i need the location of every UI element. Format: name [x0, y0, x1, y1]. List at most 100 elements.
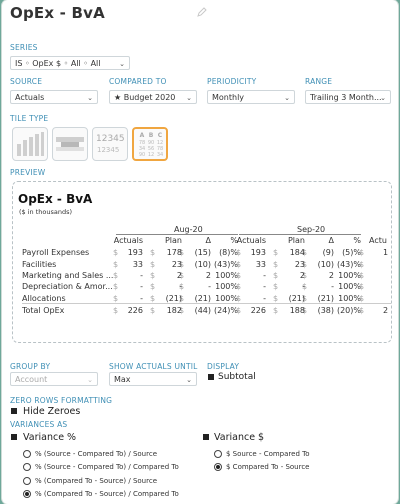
currency-symbol: $: [273, 260, 279, 269]
numbers-bottom: 12345: [97, 146, 120, 154]
source-value: Actuals: [15, 93, 45, 102]
column-header: Plan: [287, 236, 305, 245]
periodicity-value: Monthly: [212, 93, 245, 102]
row-value: 226: [250, 306, 266, 315]
preview-title: OpEx - BvA: [18, 192, 93, 206]
row-value: -: [263, 282, 266, 291]
row-label: Allocations: [22, 294, 66, 303]
waterfall-chart-icon: [56, 137, 84, 151]
row-value: 193: [250, 248, 266, 257]
row-value: 23: [171, 260, 182, 269]
row-label: Depreciation & Amor...: [22, 282, 113, 291]
currency-symbol: $: [359, 306, 365, 315]
compared-to-select[interactable]: ★ Budget 2020 ⌄: [109, 90, 197, 104]
variance-pct-option-label: % (Source - Compared To) / Compared To: [35, 463, 179, 471]
tile-type-bar-chart[interactable]: [12, 127, 48, 161]
range-label: RANGE: [305, 77, 333, 86]
series-select[interactable]: IS ◦ OpEx $ ◦ All ◦ All ⌄: [10, 56, 130, 70]
tile-type-numbers[interactable]: 12345 12345: [92, 127, 128, 161]
column-header: %: [230, 236, 238, 245]
variance-dollar-option-label: $ Source - Compared To: [226, 450, 310, 458]
column-header: %: [353, 236, 361, 245]
currency-symbol: $: [150, 271, 156, 280]
preview-subtitle: ($ in thousands): [19, 208, 73, 216]
pencil-icon[interactable]: [196, 6, 208, 18]
group-by-value: Account: [15, 375, 48, 384]
numbers-top: 12345: [96, 134, 125, 144]
currency-symbol: $: [150, 248, 156, 257]
variance-pct-checkbox[interactable]: [11, 434, 17, 440]
table-tile-header: A: [140, 132, 145, 139]
range-select[interactable]: Trailing 3 Month... ⌄: [305, 90, 391, 104]
show-actuals-until-label: SHOW ACTUALS UNTIL: [109, 362, 198, 371]
currency-symbol: $: [273, 294, 279, 303]
row-value: 100%: [338, 282, 361, 291]
row-value: (21): [194, 294, 211, 303]
variance-pct-radio[interactable]: [23, 477, 31, 485]
row-value: 100%: [215, 282, 238, 291]
currency-symbol: $: [273, 248, 279, 257]
row-value: (43)%: [336, 260, 361, 269]
currency-symbol: $: [113, 260, 119, 269]
row-value: 2: [328, 271, 334, 280]
hide-zeroes-checkbox[interactable]: [11, 408, 17, 414]
tile-type-label: TILE TYPE: [10, 114, 49, 123]
variance-dollar-label: Variance $: [214, 432, 265, 443]
row-value: (5)%: [342, 248, 361, 257]
table-tile-cell: 34: [157, 152, 163, 158]
series-value: IS ◦ OpEx $ ◦ All ◦ All: [15, 59, 101, 68]
row-label: Marketing and Sales ...: [22, 271, 114, 280]
row-value: 193: [127, 248, 143, 257]
subtotal-checkbox[interactable]: [208, 374, 214, 380]
preview-box: OpEx - BvA ($ in thousands) Aug-20 Sep-20…: [12, 181, 392, 343]
tile-type-waterfall[interactable]: [52, 127, 88, 161]
currency-symbol: $: [359, 260, 365, 269]
currency-symbol: $: [236, 248, 242, 257]
range-value: Trailing 3 Month...: [310, 93, 382, 102]
row-value: -: [331, 282, 334, 291]
variance-pct-label: Variance %: [23, 432, 77, 443]
row-value: -: [179, 282, 182, 291]
periodicity-select[interactable]: Monthly ⌄: [207, 90, 295, 104]
row-value: 2: [176, 271, 182, 280]
currency-symbol: $: [359, 248, 365, 257]
row-value: 1: [383, 248, 389, 257]
variance-pct-radio[interactable]: [23, 450, 31, 458]
period-header: Aug-20: [174, 225, 203, 234]
periodicity-label: PERIODICITY: [207, 77, 257, 86]
row-value: -: [302, 282, 305, 291]
preview-label: PREVIEW: [10, 168, 46, 177]
tile-title[interactable]: OpEx - BvA: [10, 4, 105, 22]
period-underline: [116, 234, 238, 235]
chevron-down-icon: ⌄: [186, 376, 192, 384]
row-value: -: [140, 294, 143, 303]
row-value: 100%: [338, 271, 361, 280]
row-value: 2: [383, 306, 389, 315]
variance-pct-radio[interactable]: [23, 490, 31, 498]
variance-dollar-checkbox[interactable]: [203, 434, 209, 440]
tile-type-table[interactable]: A B C 78 90 12 34 56 78 90 12 34: [132, 127, 168, 161]
variance-dollar-radio[interactable]: [214, 463, 222, 471]
source-select[interactable]: Actuals ⌄: [10, 90, 98, 104]
variance-dollar-option-label: $ Compared To - Source: [226, 463, 310, 471]
currency-symbol: $: [179, 271, 185, 280]
row-value: -: [263, 271, 266, 280]
variance-pct-radio[interactable]: [23, 463, 31, 471]
variance-pct-option-label: % (Compared To - Source) / Source: [35, 477, 157, 485]
show-actuals-until-select[interactable]: Max ⌄: [109, 372, 197, 386]
chevron-down-icon: ⌄: [186, 94, 192, 102]
compared-to-label: COMPARED TO: [109, 77, 167, 86]
currency-symbol: $: [302, 282, 308, 291]
currency-symbol: $: [236, 294, 242, 303]
column-header: Δ: [205, 236, 211, 245]
variance-dollar-radio[interactable]: [214, 450, 222, 458]
row-value: 2: [299, 271, 305, 280]
chevron-down-icon: ⌄: [380, 94, 386, 102]
group-by-select[interactable]: Account ⌄: [10, 372, 98, 386]
row-value: 33: [132, 260, 143, 269]
row-value: (8)%: [219, 248, 238, 257]
currency-symbol: $: [273, 282, 279, 291]
show-actuals-value: Max: [114, 375, 131, 384]
row-value: -: [208, 282, 211, 291]
